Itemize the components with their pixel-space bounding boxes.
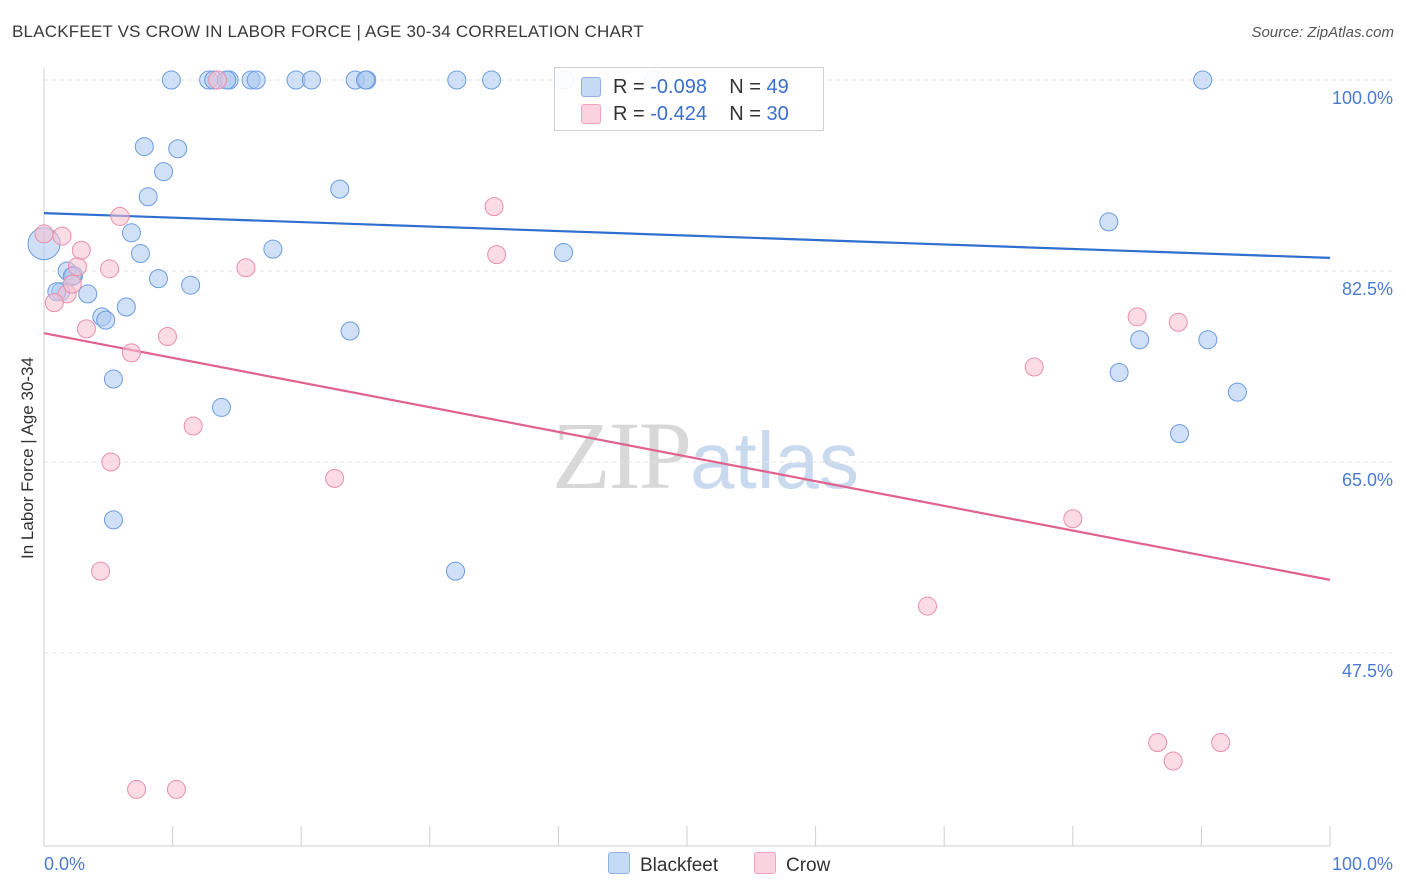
crow-point: [157, 326, 177, 346]
blackfeet-n-value: 49: [766, 76, 789, 98]
n-label: N =: [729, 103, 767, 125]
blackfeet-point: [1227, 382, 1247, 402]
data-points: [27, 70, 1247, 799]
trend-lines: [43, 212, 1331, 581]
blackfeet-point: [447, 70, 467, 90]
crow-point: [121, 343, 141, 363]
blackfeet-point: [103, 369, 123, 389]
crow-point: [208, 70, 228, 90]
blackfeet-point: [103, 510, 123, 530]
blackfeet-point: [116, 297, 136, 317]
blackfeet-point: [301, 70, 321, 90]
blackfeet-point: [356, 70, 375, 90]
chart-title: BLACKFEET VS CROW IN LABOR FORCE | AGE 3…: [12, 22, 644, 41]
y-tick-label: 100.0%: [1332, 88, 1393, 108]
crow-point: [67, 257, 87, 277]
y-tick-label: 82.5%: [1342, 279, 1393, 299]
blackfeet-point: [554, 242, 574, 262]
blackfeet-point: [130, 244, 150, 264]
watermark: ZIPatlas: [552, 400, 859, 511]
blackfeet-point: [1193, 70, 1213, 90]
legend-item-crow[interactable]: Crow: [754, 852, 830, 877]
axes: [43, 68, 1331, 847]
crow-point: [101, 452, 121, 472]
crow-trend-line: [43, 332, 1331, 581]
crow-point: [1211, 732, 1231, 752]
blackfeet-point: [246, 70, 266, 90]
n-label: N =: [729, 76, 767, 98]
crow-point: [62, 274, 82, 294]
tick-labels: 47.5% 65.0% 82.5% 100.0% 0.0% 100.0%: [44, 88, 1393, 874]
crow-point: [1168, 312, 1188, 332]
blackfeet-point: [1198, 330, 1218, 350]
crow-legend-swatch: [754, 852, 776, 874]
crow-point: [71, 240, 91, 260]
blackfeet-point: [96, 310, 116, 330]
blackfeet-legend-label: Blackfeet: [640, 855, 719, 876]
crow-swatch: [581, 104, 601, 124]
r-label: R =: [613, 76, 651, 98]
crow-point: [166, 779, 186, 799]
x-tick-label-max: 100.0%: [1332, 854, 1393, 874]
legend-item-blackfeet[interactable]: Blackfeet: [608, 852, 718, 877]
crow-point: [44, 293, 64, 313]
watermark-zip: ZIP: [552, 402, 692, 509]
crow-r-value: -0.424: [650, 103, 707, 125]
blackfeet-point: [1130, 330, 1150, 350]
x-tick-label-min: 0.0%: [44, 854, 85, 874]
crow-point: [487, 245, 507, 265]
blackfeet-trend-line: [43, 212, 1331, 260]
blackfeet-point: [1099, 212, 1119, 232]
crow-point: [1063, 509, 1083, 529]
blackfeet-r-value: -0.098: [650, 76, 707, 98]
crow-point: [110, 206, 130, 226]
crow-point: [1163, 751, 1183, 771]
stats-legend: R = -0.098 N = 49 R = -0.424 N = 30: [554, 67, 824, 131]
crow-point: [34, 224, 54, 244]
crow-point: [183, 416, 203, 436]
crow-point: [76, 319, 96, 339]
crow-point: [325, 468, 345, 488]
blackfeet-point: [340, 321, 360, 341]
watermark-atlas: atlas: [690, 416, 859, 505]
crow-point: [1024, 357, 1044, 377]
r-label: R =: [613, 103, 651, 125]
crow-legend-label: Crow: [786, 855, 831, 876]
crow-point: [91, 561, 111, 581]
crow-point: [917, 596, 937, 616]
blackfeet-point: [138, 187, 158, 207]
source-label: Source: ZipAtlas.com: [1251, 24, 1394, 41]
blackfeet-point: [78, 284, 98, 304]
crow-point: [484, 197, 504, 217]
crow-point: [52, 226, 72, 246]
blackfeet-point: [263, 239, 283, 259]
crow-point: [127, 779, 147, 799]
y-tick-label: 65.0%: [1342, 470, 1393, 490]
blackfeet-point: [154, 162, 174, 182]
blackfeet-point: [134, 137, 154, 157]
crow-n-value: 30: [766, 103, 789, 125]
blackfeet-point: [168, 139, 188, 159]
blackfeet-point: [148, 269, 168, 289]
crow-point: [1148, 732, 1168, 752]
blackfeet-point: [161, 70, 181, 90]
blackfeet-point: [211, 397, 231, 417]
blackfeet-point: [1109, 363, 1129, 383]
blackfeet-point: [446, 561, 466, 581]
blackfeet-point: [330, 179, 350, 199]
blackfeet-point: [121, 223, 141, 243]
crow-point: [236, 258, 256, 278]
blackfeet-point: [181, 275, 201, 295]
y-tick-label: 47.5%: [1342, 661, 1393, 681]
crow-point: [100, 259, 120, 279]
blackfeet-point: [1170, 424, 1190, 444]
crow-point: [1127, 307, 1147, 327]
blackfeet-point: [482, 70, 502, 90]
blackfeet-legend-swatch: [608, 852, 630, 874]
grid-lines: [44, 79, 1392, 654]
blackfeet-swatch: [581, 77, 601, 97]
